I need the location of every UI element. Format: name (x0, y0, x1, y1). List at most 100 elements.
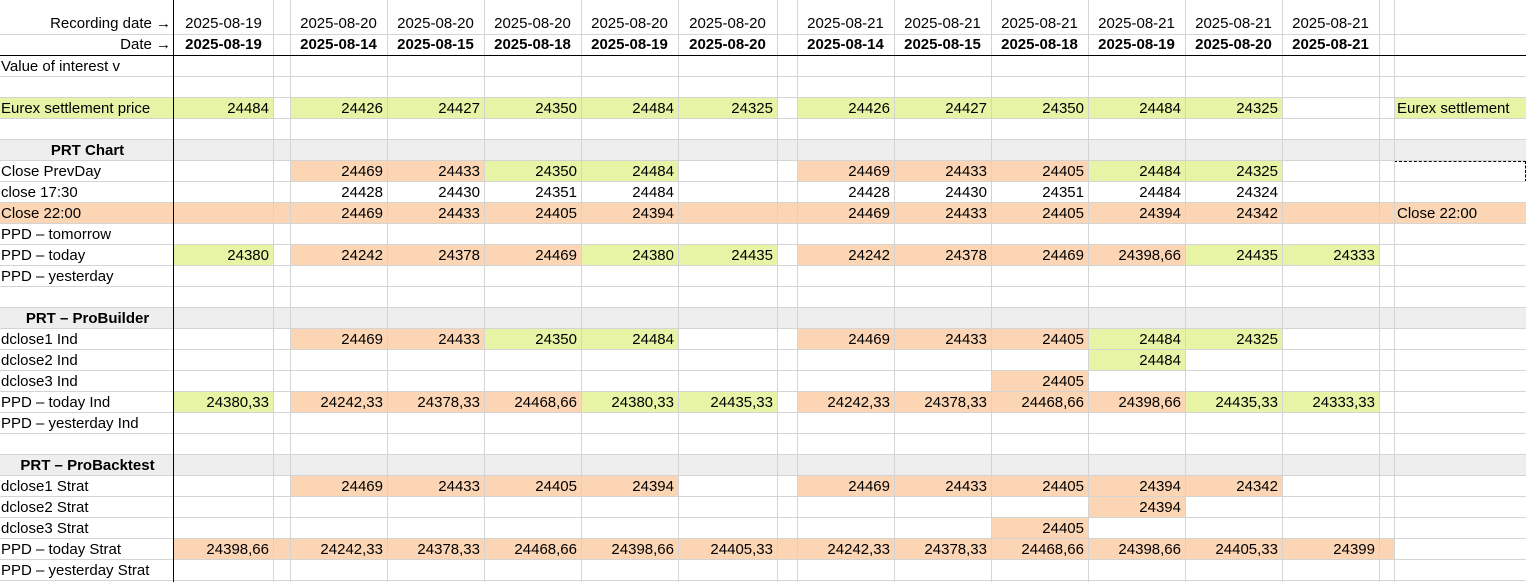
value-cell[interactable] (678, 371, 777, 392)
value-cell[interactable] (290, 518, 387, 539)
value-cell[interactable] (797, 350, 894, 371)
value-cell[interactable] (484, 518, 581, 539)
value-cell[interactable]: 24484 (1088, 329, 1185, 350)
value-cell[interactable]: 24398,66 (174, 539, 273, 560)
recording-date-header[interactable]: 2025-08-20 (300, 15, 377, 32)
value-cell[interactable]: 24378 (894, 245, 991, 266)
value-cell[interactable]: 24433 (894, 329, 991, 350)
value-cell[interactable]: 24433 (387, 476, 484, 497)
value-cell[interactable]: 24325 (1185, 98, 1282, 119)
value-cell[interactable] (387, 371, 484, 392)
value-cell[interactable]: 24405,33 (678, 539, 777, 560)
value-cell[interactable]: 24242,33 (797, 539, 894, 560)
value-cell[interactable]: 24380,33 (581, 392, 678, 413)
value-cell[interactable] (290, 371, 387, 392)
value-cell[interactable] (273, 539, 290, 560)
value-cell[interactable] (174, 203, 273, 224)
value-cell[interactable]: 24484 (1088, 350, 1185, 371)
date-header[interactable]: 2025-08-19 (185, 36, 262, 53)
value-cell[interactable] (894, 371, 991, 392)
value-cell[interactable] (387, 497, 484, 518)
value-cell[interactable] (273, 98, 290, 119)
date-header[interactable]: 2025-08-19 (1098, 36, 1175, 53)
value-cell[interactable]: 24242 (290, 245, 387, 266)
value-cell[interactable] (290, 350, 387, 371)
value-cell[interactable]: 24469 (797, 329, 894, 350)
value-cell[interactable]: 24484 (174, 98, 273, 119)
value-cell[interactable]: 24378,33 (894, 539, 991, 560)
recording-date-header[interactable]: 2025-08-20 (591, 15, 668, 32)
value-cell[interactable] (678, 476, 777, 497)
value-cell[interactable]: 24468,66 (991, 392, 1088, 413)
value-cell[interactable]: 24380 (581, 245, 678, 266)
recording-date-header[interactable]: 2025-08-21 (807, 15, 884, 32)
value-cell[interactable]: 24430 (438, 184, 480, 201)
date-header[interactable]: 2025-08-20 (1195, 36, 1272, 53)
value-cell[interactable] (797, 497, 894, 518)
date-header[interactable]: 2025-08-18 (1001, 36, 1078, 53)
value-cell[interactable]: 24428 (341, 184, 383, 201)
value-cell[interactable] (1088, 371, 1185, 392)
value-cell[interactable]: 24405 (991, 203, 1088, 224)
value-cell[interactable]: 24398,66 (1088, 245, 1185, 266)
date-header[interactable]: 2025-08-19 (591, 36, 668, 53)
value-cell[interactable] (174, 518, 273, 539)
value-cell[interactable]: 24333,33 (1282, 392, 1379, 413)
value-cell[interactable]: 24469 (484, 245, 581, 266)
value-cell[interactable] (273, 518, 290, 539)
recording-date-header[interactable]: 2025-08-20 (397, 15, 474, 32)
value-cell[interactable] (1282, 203, 1379, 224)
value-cell[interactable]: 24484 (632, 184, 674, 201)
value-cell[interactable]: 24435 (678, 245, 777, 266)
value-cell[interactable] (1282, 98, 1379, 119)
value-cell[interactable] (991, 350, 1088, 371)
value-cell[interactable]: 24405 (991, 161, 1088, 182)
value-cell[interactable] (1282, 161, 1379, 182)
value-cell[interactable] (174, 497, 273, 518)
value-cell[interactable] (894, 518, 991, 539)
value-cell[interactable]: 24469 (797, 161, 894, 182)
date-header[interactable]: 2025-08-14 (807, 36, 884, 53)
recording-date-header[interactable]: 2025-08-21 (1292, 15, 1369, 32)
value-cell[interactable]: 24484 (581, 329, 678, 350)
value-cell[interactable]: 24398,66 (1088, 539, 1185, 560)
value-cell[interactable] (1282, 518, 1379, 539)
value-cell[interactable]: 24484 (1139, 184, 1181, 201)
value-cell[interactable] (581, 350, 678, 371)
value-cell[interactable] (1185, 350, 1282, 371)
value-cell[interactable] (1282, 350, 1379, 371)
value-cell[interactable] (484, 371, 581, 392)
value-cell[interactable]: 24468,66 (484, 392, 581, 413)
value-cell[interactable] (581, 371, 678, 392)
value-cell[interactable] (1282, 497, 1379, 518)
value-cell[interactable] (1185, 497, 1282, 518)
value-cell[interactable] (273, 476, 290, 497)
value-cell[interactable] (991, 497, 1088, 518)
value-cell[interactable] (797, 371, 894, 392)
value-cell[interactable] (484, 497, 581, 518)
value-cell[interactable] (1185, 518, 1282, 539)
value-cell[interactable] (273, 161, 290, 182)
recording-date-header[interactable]: 2025-08-21 (1098, 15, 1175, 32)
value-cell[interactable]: 24427 (387, 98, 484, 119)
value-cell[interactable] (174, 350, 273, 371)
value-cell[interactable]: 24378 (387, 245, 484, 266)
value-cell[interactable]: 24469 (290, 329, 387, 350)
recording-date-header[interactable]: 2025-08-20 (689, 15, 766, 32)
value-cell[interactable]: 24405 (991, 476, 1088, 497)
date-header[interactable]: 2025-08-18 (494, 36, 571, 53)
value-cell[interactable]: 24394 (581, 476, 678, 497)
value-cell[interactable]: 24433 (387, 161, 484, 182)
dashed-selection-box[interactable] (1394, 161, 1526, 182)
recording-date-header[interactable]: 2025-08-21 (904, 15, 981, 32)
value-cell[interactable] (1282, 476, 1379, 497)
value-cell[interactable] (484, 350, 581, 371)
value-cell[interactable]: 24435 (1185, 245, 1282, 266)
value-cell[interactable]: 24469 (290, 476, 387, 497)
recording-date-header[interactable]: 2025-08-21 (1001, 15, 1078, 32)
value-cell[interactable] (1088, 518, 1185, 539)
value-cell[interactable] (273, 203, 290, 224)
value-cell[interactable]: 24428 (848, 184, 890, 201)
value-cell[interactable]: 24469 (290, 203, 387, 224)
recording-date-header[interactable]: 2025-08-20 (494, 15, 571, 32)
